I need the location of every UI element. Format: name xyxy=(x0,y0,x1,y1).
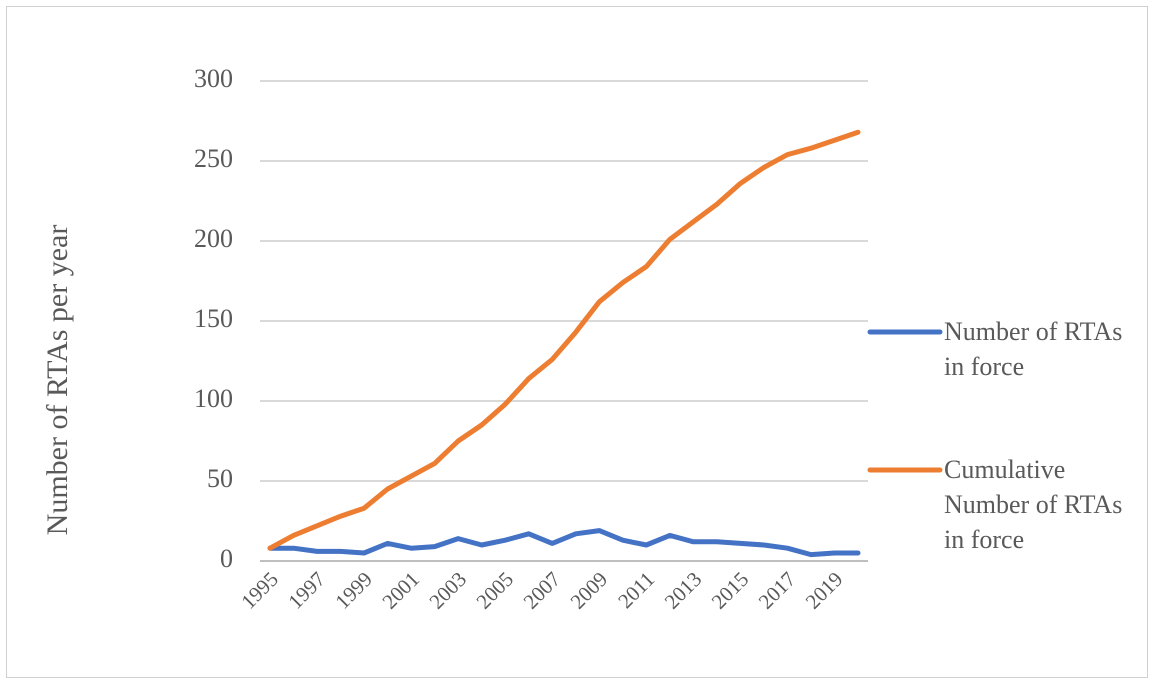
x-tick-label: 2019 xyxy=(801,567,848,614)
chart-frame xyxy=(6,6,1148,678)
line xyxy=(267,528,861,558)
x-tick-label: 2015 xyxy=(707,567,754,614)
x-tick-label: 1999 xyxy=(330,567,377,614)
x-tick-label: 2011 xyxy=(613,567,659,613)
y-tick-label: 250 xyxy=(194,144,233,173)
x-tick-label: 2017 xyxy=(754,567,801,614)
y-tick-label: 300 xyxy=(194,64,233,93)
x-tick-label: 2001 xyxy=(377,567,424,614)
x-tick-label: 2005 xyxy=(471,567,518,614)
y-tick-label: 150 xyxy=(194,304,233,333)
x-tick-label: 1995 xyxy=(236,567,283,614)
legend-label: Cumulative Number of RTAs in force xyxy=(944,455,1123,554)
y-tick-label: 100 xyxy=(194,384,233,413)
x-tick-label: 2003 xyxy=(424,567,471,614)
x-tick-label: 2013 xyxy=(660,567,707,614)
y-tick-label: 200 xyxy=(194,224,233,253)
legend-label: Number of RTAs in force xyxy=(944,317,1123,381)
line xyxy=(267,129,861,551)
y-tick-label: 50 xyxy=(207,464,233,493)
y-tick-label: 0 xyxy=(220,544,233,573)
x-tick-label: 2007 xyxy=(519,567,566,614)
y-axis-title: Number of RTAs per year xyxy=(41,225,74,536)
x-tick-label: 1997 xyxy=(283,567,330,614)
x-tick-label: 2009 xyxy=(566,567,613,614)
